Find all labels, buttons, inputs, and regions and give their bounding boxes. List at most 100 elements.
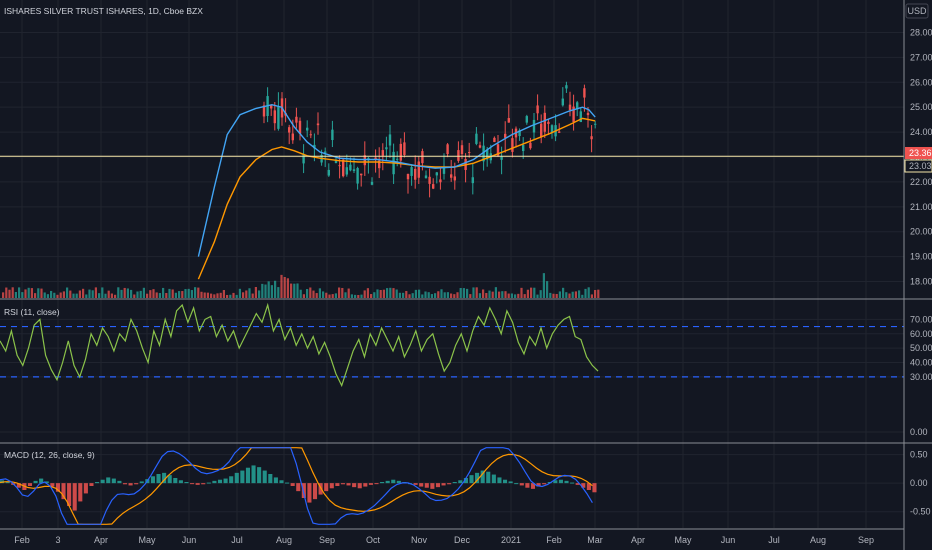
- volume-bar: [562, 287, 565, 298]
- candle-body: [396, 158, 399, 160]
- candle-body: [381, 150, 384, 156]
- macd-histogram-bar: [301, 483, 306, 498]
- volume-bar: [34, 293, 37, 298]
- x-tick-label: Nov: [411, 535, 428, 545]
- candle-body: [374, 157, 377, 160]
- macd-histogram-bar: [564, 480, 569, 484]
- volume-bar: [382, 289, 385, 298]
- macd-histogram-bar: [581, 483, 586, 488]
- price-tick-label: 21.00: [910, 202, 932, 212]
- candle-body: [468, 152, 471, 154]
- candle-body: [504, 133, 507, 138]
- candle-body: [388, 134, 392, 146]
- candle-body: [565, 85, 568, 89]
- macd-histogram-bar: [139, 481, 144, 484]
- candle-body: [324, 151, 327, 153]
- x-tick-label: 2021: [501, 535, 521, 545]
- volume-bar: [494, 287, 497, 298]
- candle-body: [536, 105, 539, 114]
- currency-button[interactable]: [905, 3, 929, 19]
- candle-body: [446, 144, 449, 155]
- volume-bar: [318, 288, 321, 298]
- price-pane[interactable]: [0, 81, 904, 298]
- rsi-pane[interactable]: [0, 302, 904, 388]
- volume-bar: [91, 290, 94, 298]
- grid-layer: [0, 0, 904, 528]
- volume-bar: [117, 287, 120, 298]
- macd-histogram-bar: [553, 480, 558, 484]
- volume-bar: [203, 292, 206, 298]
- volume-bar: [85, 294, 88, 298]
- volume-bar: [462, 288, 465, 298]
- macd-histogram-bar: [508, 481, 513, 484]
- macd-histogram-bar: [173, 478, 178, 484]
- candle-body: [457, 150, 460, 161]
- candle-body: [288, 127, 291, 133]
- macd-pane[interactable]: [0, 447, 597, 525]
- candle-body: [345, 167, 348, 175]
- price-tick-label: 20.00: [910, 227, 932, 237]
- volume-bar: [46, 294, 49, 298]
- volume-bar: [197, 287, 200, 298]
- volume-bar: [334, 293, 337, 298]
- candle-body: [478, 145, 482, 148]
- x-tick-label: Jun: [721, 535, 736, 545]
- candle-body: [352, 169, 356, 171]
- candle-body: [522, 145, 525, 152]
- candle-body: [424, 175, 428, 179]
- volume-bar: [565, 292, 568, 298]
- macd-histogram-bar: [16, 483, 21, 488]
- volume-bar: [184, 289, 187, 298]
- macd-histogram-bar: [117, 480, 122, 484]
- macd-histogram-bar: [458, 480, 463, 484]
- volume-bar: [498, 291, 501, 298]
- macd-histogram-bar: [536, 483, 541, 487]
- macd-histogram-bar: [441, 483, 446, 486]
- macd-histogram-bar: [346, 483, 351, 486]
- x-tick-label: Jul: [231, 535, 243, 545]
- volume-bar: [82, 288, 85, 298]
- macd-histogram-bar: [178, 480, 183, 484]
- volume-bar: [261, 283, 264, 298]
- macd-histogram-bar: [273, 477, 278, 484]
- volume-bar: [418, 289, 421, 298]
- candle-body: [306, 127, 309, 131]
- macd-histogram-bar: [480, 470, 485, 484]
- macd-histogram-bar: [251, 465, 256, 484]
- candle-body: [435, 172, 438, 176]
- volume-bar: [290, 283, 293, 298]
- macd-histogram-bar: [435, 483, 441, 488]
- volume-bar: [325, 292, 328, 298]
- macd-histogram-bar: [95, 482, 100, 484]
- price-tick-label: 22.00: [910, 177, 932, 187]
- volume-bar: [264, 284, 267, 298]
- macd-histogram-bar: [61, 483, 66, 500]
- candle-body: [475, 133, 478, 144]
- volume-bar: [94, 287, 97, 298]
- volume-bar: [190, 290, 193, 298]
- volume-bar: [491, 291, 494, 298]
- macd-histogram-bar: [575, 483, 580, 485]
- macd-histogram-bar: [357, 483, 362, 489]
- volume-bar: [411, 293, 414, 298]
- volume-bar: [222, 290, 225, 298]
- macd-histogram-bar: [190, 483, 195, 485]
- x-tick-label: Oct: [366, 535, 381, 545]
- macd-histogram-bar: [72, 483, 77, 511]
- macd-histogram-bar: [570, 482, 575, 484]
- price-tick-label: 19.00: [910, 252, 932, 262]
- candle-body: [579, 111, 582, 123]
- volume-bar: [526, 289, 529, 298]
- candle-body: [298, 120, 302, 134]
- volume-bar: [437, 291, 440, 298]
- macd-tick-label: 0.00: [910, 478, 928, 488]
- volume-bar: [354, 294, 357, 298]
- volume-bar: [206, 292, 209, 298]
- candle-body: [316, 123, 320, 126]
- volume-bar: [62, 291, 65, 298]
- volume-bar: [101, 287, 104, 298]
- rsi-tick-label: 0.00: [910, 427, 928, 437]
- candle-body: [576, 102, 579, 110]
- last-price-tag: [905, 147, 932, 159]
